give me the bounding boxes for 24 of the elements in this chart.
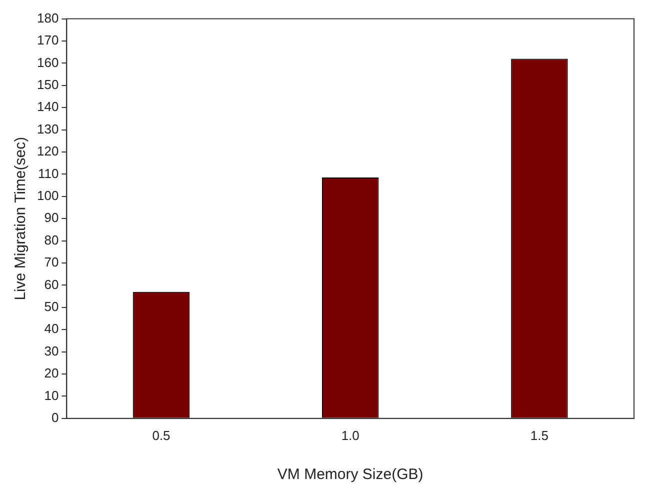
y-tick-label: 40 (44, 321, 59, 336)
y-tick-label: 130 (36, 121, 59, 136)
y-tick-label: 90 (44, 210, 59, 226)
y-tick-label: 80 (44, 232, 59, 248)
y-tick-label: 60 (44, 276, 59, 292)
x-tick-label: 1.0 (341, 428, 360, 443)
y-axis-title: Live Migration Time(sec) (12, 136, 30, 300)
x-tick-label: 0.5 (152, 428, 170, 443)
y-tick-label: 170 (36, 32, 59, 48)
y-tick-label: 20 (44, 366, 59, 381)
y-tick-label: 50 (44, 298, 59, 314)
x-axis-title: VM Memory Size(GB) (277, 466, 424, 484)
y-tick-label: 70 (44, 254, 59, 270)
y-tick-label: 110 (38, 166, 59, 181)
y-tick-label: 10 (44, 388, 59, 403)
y-tick-label: 150 (36, 76, 59, 92)
y-tick-label: 160 (36, 54, 59, 70)
y-tick-label: 30 (44, 343, 59, 358)
y-tick-label: 180 (36, 10, 59, 26)
y-tick-label: 0 (51, 410, 59, 425)
y-tick-label: 120 (36, 144, 59, 159)
x-tick-label: 1.5 (530, 428, 548, 443)
y-tick-label: 140 (36, 99, 59, 114)
y-tick-label: 100 (36, 188, 59, 203)
